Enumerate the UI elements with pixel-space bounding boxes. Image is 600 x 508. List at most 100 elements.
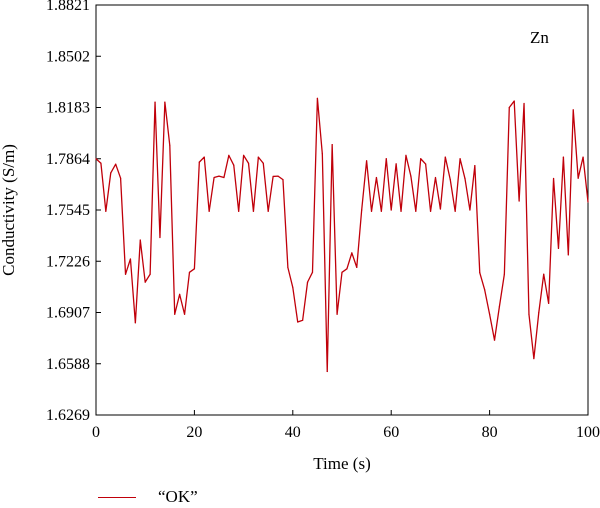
data-point	[498, 305, 501, 307]
data-point	[129, 258, 132, 260]
data-point	[425, 163, 427, 165]
y-tick-label: 1.6588	[46, 356, 90, 373]
data-point	[272, 175, 274, 178]
series-points	[95, 97, 589, 373]
data-point	[124, 273, 127, 275]
data-point	[380, 210, 382, 212]
data-point	[179, 293, 181, 295]
data-point	[454, 210, 456, 212]
data-point	[366, 160, 368, 162]
data-point	[169, 144, 171, 147]
data-point	[444, 156, 446, 158]
data-point	[243, 154, 245, 156]
x-axis-title: Time (s)	[313, 454, 370, 473]
data-point	[247, 162, 250, 164]
data-point	[149, 273, 151, 275]
data-point	[213, 176, 215, 179]
data-point	[464, 178, 466, 180]
data-point	[208, 210, 210, 212]
data-point	[449, 178, 451, 181]
y-tick-label: 1.7226	[46, 253, 90, 270]
data-point	[493, 339, 496, 341]
data-point	[262, 162, 264, 164]
y-tick-label: 1.7864	[46, 151, 90, 168]
data-point	[316, 97, 318, 99]
y-tick-label: 1.8502	[46, 48, 90, 65]
data-point	[503, 273, 505, 275]
annotation-zn: Zn	[530, 28, 549, 47]
data-point	[434, 176, 437, 179]
data-point	[306, 281, 309, 283]
data-point	[533, 358, 535, 360]
data-point	[420, 158, 422, 160]
data-point	[336, 313, 338, 315]
data-point	[292, 286, 294, 289]
data-point	[582, 156, 584, 158]
data-point	[405, 154, 407, 156]
data-point	[508, 106, 510, 109]
y-tick-label: 1.8821	[46, 0, 90, 14]
data-point	[139, 239, 141, 241]
data-point	[110, 172, 112, 174]
data-point	[523, 102, 525, 105]
data-point	[410, 175, 412, 177]
data-point	[415, 210, 417, 212]
data-point	[395, 163, 397, 165]
data-point	[351, 252, 353, 254]
legend: “OK”	[98, 487, 198, 507]
y-axis-title: Conductivity (S/m)	[0, 144, 18, 276]
data-point	[95, 158, 97, 160]
data-point	[552, 177, 555, 180]
data-point	[144, 281, 146, 283]
data-point	[164, 101, 166, 103]
data-point	[479, 272, 481, 274]
data-point	[302, 319, 304, 321]
y-tick-label: 1.6269	[46, 407, 90, 424]
data-point	[321, 153, 323, 155]
plot-frame	[95, 4, 589, 416]
data-point	[567, 254, 569, 256]
data-point	[267, 210, 269, 212]
data-point	[361, 209, 363, 211]
y-tick-label: 1.8183	[46, 100, 90, 117]
data-point	[548, 302, 550, 304]
x-tick-label: 100	[576, 424, 600, 441]
data-point	[341, 271, 343, 273]
data-point	[198, 161, 200, 163]
data-point	[390, 209, 392, 211]
x-tick-label: 20	[186, 424, 202, 441]
data-point	[120, 177, 122, 179]
data-point	[459, 158, 461, 160]
data-point	[105, 210, 107, 212]
data-point	[587, 201, 589, 203]
data-point	[154, 101, 156, 103]
data-point	[513, 100, 515, 102]
data-point	[252, 210, 255, 212]
data-point	[557, 247, 560, 249]
data-point	[538, 311, 540, 314]
data-point	[115, 163, 117, 165]
legend-label: “OK”	[158, 487, 198, 506]
data-point	[331, 144, 333, 146]
data-point	[356, 266, 358, 268]
data-point	[218, 175, 220, 177]
data-point	[326, 370, 328, 373]
data-point	[518, 200, 520, 202]
data-point	[233, 164, 235, 166]
data-point	[297, 321, 299, 323]
data-point	[489, 313, 491, 315]
data-point	[429, 210, 432, 212]
data-point	[400, 210, 402, 212]
data-point	[439, 208, 441, 210]
data-point	[287, 266, 289, 269]
x-axis-ticks: 0 20 40 60 80 100	[92, 410, 600, 441]
data-point	[223, 176, 225, 179]
data-point	[562, 156, 565, 158]
data-point	[193, 268, 195, 270]
data-point	[134, 322, 136, 324]
data-point	[469, 209, 471, 211]
y-axis-ticks: 1.6269 1.6588 1.6907 1.7226 1.7545 1.7864 1.81…	[46, 0, 101, 424]
data-point	[528, 313, 530, 315]
legend-swatch	[98, 496, 136, 498]
